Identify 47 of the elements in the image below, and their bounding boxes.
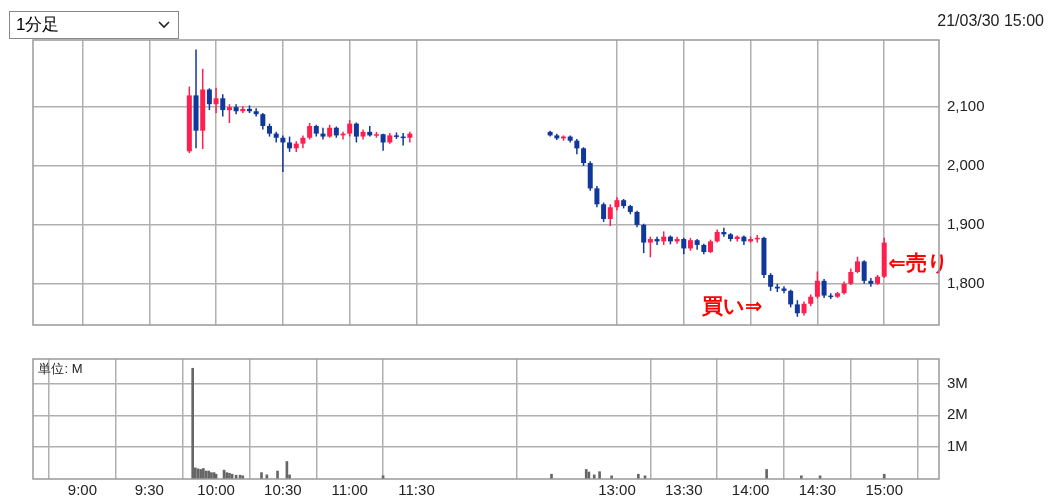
y-tick-label: 1,900	[947, 215, 985, 233]
text: 21/03/30 15:00	[937, 12, 1044, 30]
candlestick	[607, 203, 613, 227]
candlestick	[226, 103, 232, 124]
x-tick-label: 9:00	[67, 481, 98, 499]
candlestick	[814, 270, 820, 300]
candlestick	[206, 87, 212, 111]
candlestick	[581, 146, 587, 167]
bar	[765, 469, 768, 479]
y-tick-label: 2,100	[947, 97, 985, 115]
annotation: 単位: M	[38, 360, 83, 376]
y-tick-label: 3M	[947, 373, 968, 391]
bar	[260, 472, 263, 479]
y-tick-label: 2,000	[947, 156, 985, 174]
x-tick-label: 15:00	[865, 481, 903, 499]
y-tick-label: 1M	[947, 437, 968, 455]
bar	[598, 471, 601, 479]
chart-title: 1分足	[16, 15, 60, 34]
x-tick-label: 14:30	[798, 481, 837, 499]
y-tick-label: 1,800	[947, 273, 985, 291]
candlestick	[647, 235, 653, 259]
bar	[276, 470, 279, 479]
annotation: ⇐売り	[888, 251, 949, 276]
x-tick-label: 11:30	[398, 481, 435, 499]
candlestick	[353, 121, 359, 144]
x-tick-label: 14:00	[731, 481, 770, 499]
x-tick-label: 9:30	[134, 481, 164, 499]
candlestick	[253, 107, 259, 118]
bar	[191, 367, 195, 479]
x-tick-label: 10:00	[197, 481, 235, 499]
x-tick-label: 10:30	[264, 481, 302, 499]
candlestick	[821, 278, 827, 299]
candlestick	[601, 201, 607, 223]
candlestick	[213, 86, 219, 114]
candlestick	[320, 126, 326, 141]
candlestick	[594, 185, 600, 208]
candlestick	[641, 222, 647, 254]
candlestick	[868, 277, 874, 288]
annotation: 買い⇒	[700, 294, 763, 319]
x-tick-label: 13:00	[598, 481, 636, 499]
x-tick-label: 13:30	[665, 481, 703, 499]
bar	[610, 475, 613, 479]
candlestick	[861, 259, 867, 285]
bar	[800, 475, 803, 479]
x-tick-label: 11:00	[331, 481, 368, 499]
candlestick	[220, 93, 226, 118]
y-tick-label: 2M	[947, 405, 968, 423]
